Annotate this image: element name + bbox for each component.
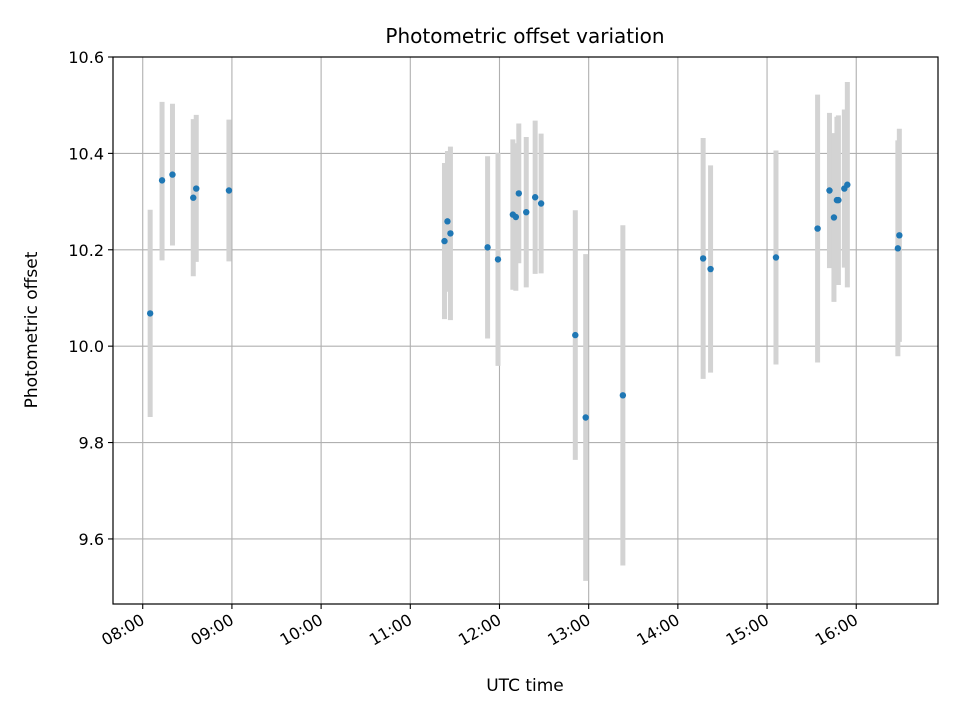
y-tick-label: 9.8 <box>79 434 104 453</box>
data-point <box>158 177 166 184</box>
y-tick-label: 10.6 <box>68 48 104 67</box>
data-point <box>699 255 707 262</box>
data-point <box>894 245 902 252</box>
y-axis-ticks: 9.6 9.8 10.0 10.2 10.4 10.6 <box>68 48 113 549</box>
data-point <box>772 254 780 261</box>
data-point <box>225 187 233 194</box>
data-point <box>484 244 491 251</box>
y-tick-label: 9.6 <box>79 530 104 549</box>
data-points <box>146 171 903 421</box>
data-point <box>826 187 833 194</box>
y-tick-label: 10.2 <box>68 241 104 260</box>
data-point <box>896 232 903 239</box>
data-point <box>146 310 154 317</box>
data-point <box>494 256 502 263</box>
chart-title: Photometric offset variation <box>385 24 664 48</box>
data-point <box>531 194 539 201</box>
y-axis-title: Photometric offset <box>22 251 42 408</box>
x-axis-title: UTC time <box>486 676 564 696</box>
data-point <box>835 196 842 204</box>
data-point <box>193 185 200 192</box>
data-point <box>444 218 451 225</box>
data-point <box>572 331 579 339</box>
y-tick-label: 10.4 <box>68 144 104 163</box>
data-point <box>441 237 448 245</box>
data-point <box>582 414 589 421</box>
data-point <box>844 181 851 188</box>
plot-frame <box>112 56 939 605</box>
data-point <box>814 225 821 232</box>
y-tick-label: 10.0 <box>68 337 104 356</box>
data-point <box>523 208 530 216</box>
data-point <box>830 214 838 221</box>
data-point <box>190 194 197 201</box>
data-point <box>512 213 520 221</box>
data-point <box>619 392 627 399</box>
data-point <box>537 200 545 207</box>
data-point <box>447 230 454 237</box>
data-point <box>515 190 523 197</box>
data-point <box>169 171 176 178</box>
data-point <box>707 265 714 273</box>
